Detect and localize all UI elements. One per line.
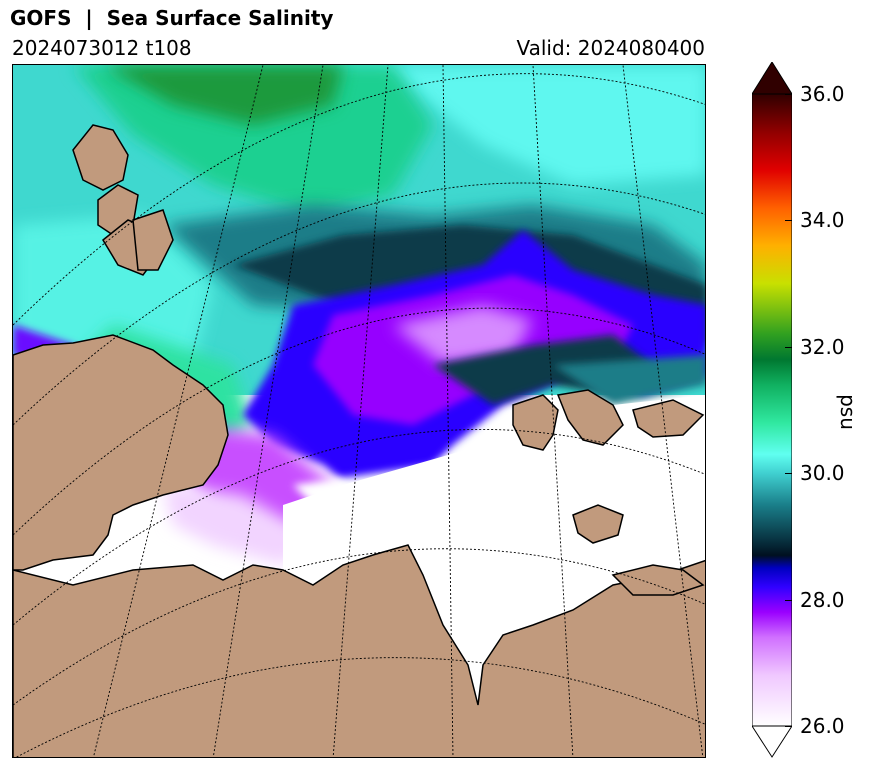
- colorbar-tick-label: 28.0: [800, 587, 845, 612]
- run-time-label: 2024073012 t108: [12, 36, 192, 60]
- colorbar-tick-label: 32.0: [800, 334, 845, 359]
- map-canvas: [13, 65, 705, 757]
- colorbar-tick-label: 26.0: [800, 714, 845, 738]
- salinity-field: [13, 65, 705, 757]
- colorbar-tick-label: 36.0: [800, 82, 845, 106]
- colorbar-scale: [752, 93, 792, 727]
- colorbar-tick-label: 30.0: [800, 461, 845, 486]
- colorbar-tick-mark: [785, 726, 792, 727]
- colorbar-tick-mark: [785, 346, 792, 348]
- colorbar-tick-label: 34.0: [800, 208, 845, 233]
- colorbar-min-extension: [752, 725, 792, 758]
- colorbar-tick-mark: [785, 220, 792, 222]
- colorbar-tick-mark: [785, 94, 792, 95]
- valid-time-label: Valid: 2024080400: [516, 36, 705, 60]
- map-title: GOFS | Sea Surface Salinity: [10, 6, 334, 30]
- colorbar-unit-label: psu: [836, 394, 860, 430]
- graticule: [13, 65, 705, 757]
- salinity-map[interactable]: [12, 64, 706, 758]
- colorbar-tick-mark: [785, 473, 792, 475]
- colorbar-max-extension: [752, 62, 792, 95]
- salinity-colorbar: [752, 62, 792, 758]
- colorbar-tick-mark: [785, 599, 792, 601]
